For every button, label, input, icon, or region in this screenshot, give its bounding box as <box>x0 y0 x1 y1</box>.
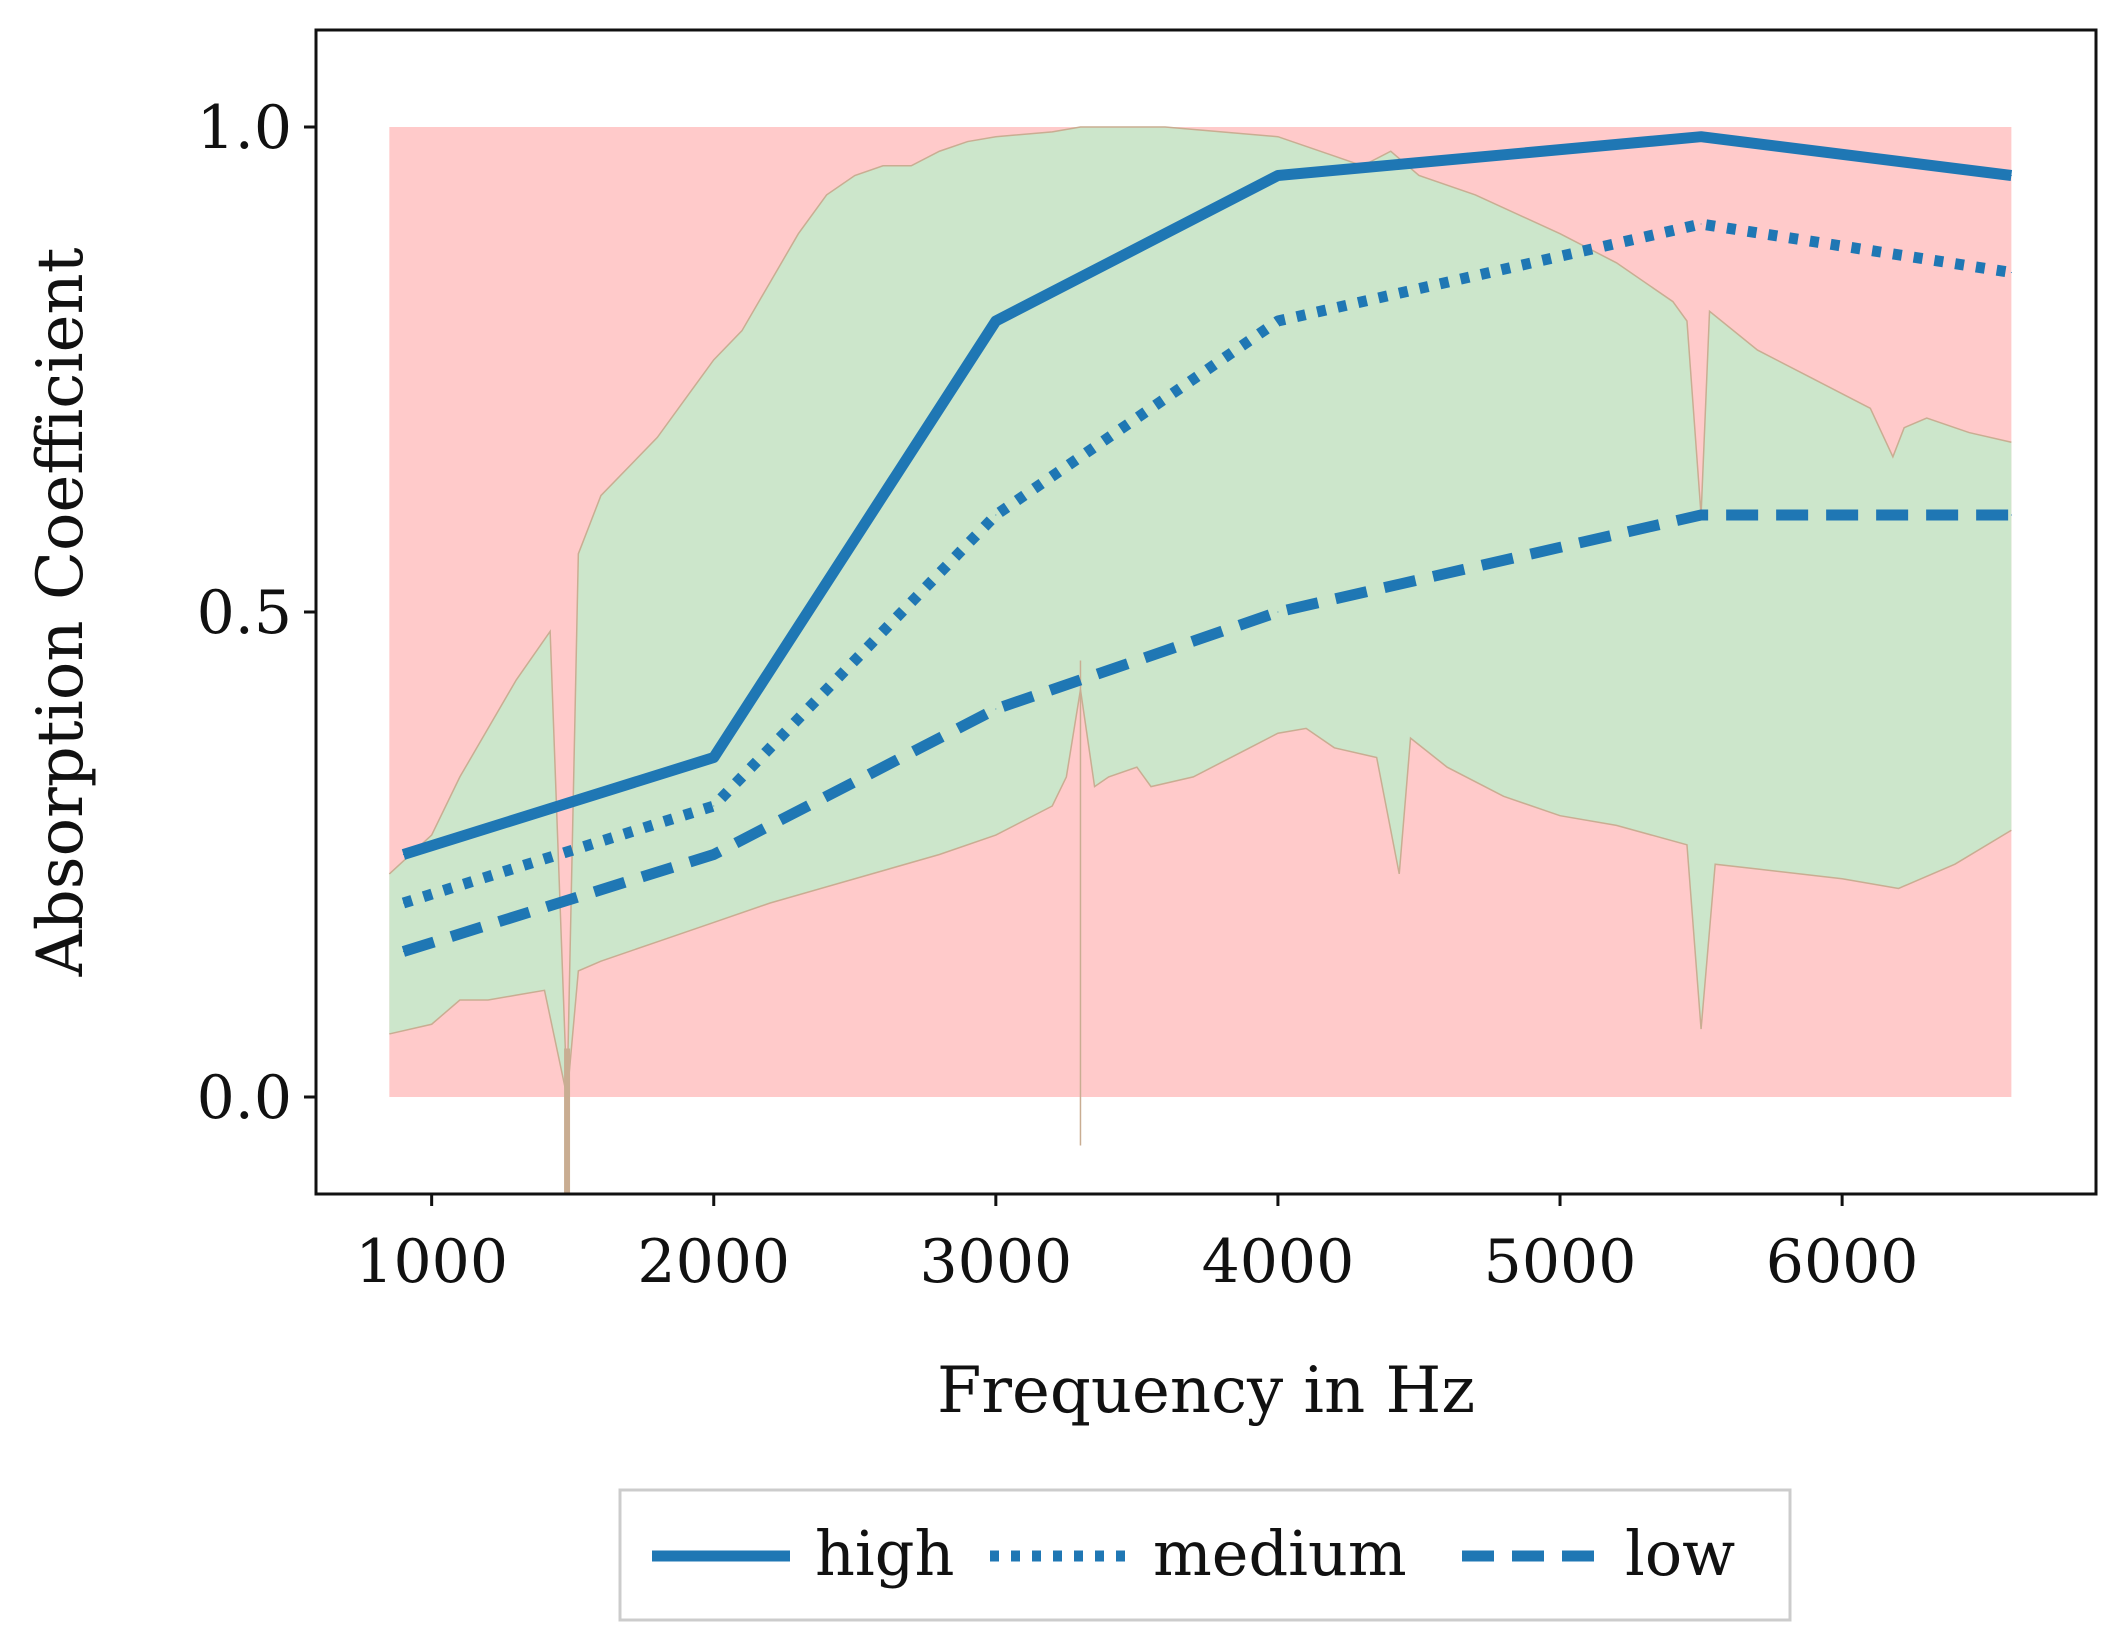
y-tick-label: 0.0 <box>197 1063 292 1133</box>
legend-box <box>618 1488 1792 1622</box>
tolerance-band-lower-edge <box>389 689 2012 1098</box>
data-point-low <box>2010 514 2012 516</box>
data-point-high <box>1700 136 1702 138</box>
legend-label-low: low <box>1625 1517 1735 1590</box>
data-point-medium <box>2010 272 2012 273</box>
axes: 1000 2000 3000 4000 5000 6000 0.0 0.5 1.0 <box>197 93 1919 1297</box>
data-point-low <box>402 951 404 952</box>
x-tick-label: 4000 <box>1202 1227 1355 1297</box>
y-tick-label: 0.5 <box>197 578 292 648</box>
legend: high medium low <box>618 1488 1792 1622</box>
x-axis-label: Frequency in Hz <box>937 1354 1475 1428</box>
data-point-low <box>1277 611 1279 613</box>
data-point-high <box>995 320 997 322</box>
series-line-medium <box>401 218 2013 909</box>
x-tick-label: 2000 <box>637 1227 790 1297</box>
y-axis-label: Absorption Coefficient <box>24 247 98 977</box>
data-point-medium <box>1277 320 1279 322</box>
series-line-low <box>401 509 2012 957</box>
data-point-low <box>995 708 997 710</box>
data-point-high <box>2010 175 2012 176</box>
x-tick-label: 3000 <box>919 1227 1072 1297</box>
data-point-high <box>713 757 715 758</box>
x-tick-label: 5000 <box>1484 1227 1637 1297</box>
x-tick-label: 1000 <box>355 1227 508 1297</box>
data-point-medium <box>995 514 997 516</box>
series-line-high <box>401 131 2013 860</box>
tolerance-band-upper-edge <box>388 126 2012 1098</box>
data-point-low <box>1700 514 1702 516</box>
plot-area <box>388 126 2013 1194</box>
x-tick-label: 6000 <box>1766 1227 1919 1297</box>
data-point-medium <box>1700 223 1702 225</box>
data-point-high <box>1277 175 1279 176</box>
tolerance-band <box>389 127 2012 1097</box>
data-point-low <box>713 854 715 855</box>
legend-label-high: high <box>815 1517 954 1590</box>
y-tick-label: 1.0 <box>197 93 292 163</box>
legend-label-medium: medium <box>1153 1517 1407 1590</box>
data-point-high <box>402 854 404 855</box>
data-point-medium <box>402 902 404 904</box>
data-point-medium <box>713 805 715 807</box>
